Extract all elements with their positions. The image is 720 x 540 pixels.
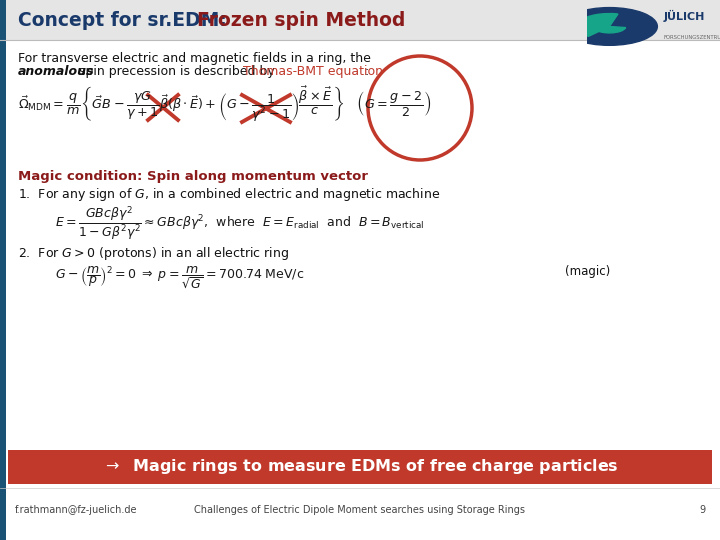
Text: JÜLICH: JÜLICH	[664, 10, 705, 22]
Text: Challenges of Electric Dipole Moment searches using Storage Rings: Challenges of Electric Dipole Moment sea…	[194, 505, 526, 515]
Text: Magic condition: Spin along momentum vector: Magic condition: Spin along momentum vec…	[18, 170, 368, 183]
Circle shape	[562, 8, 657, 45]
Wedge shape	[594, 26, 626, 33]
Text: $E = \dfrac{GBc\beta\gamma^2}{1-G\beta^2\gamma^2} \approx GBc\beta\gamma^2$,  wh: $E = \dfrac{GBc\beta\gamma^2}{1-G\beta^2…	[55, 204, 425, 242]
Text: spin precession is described by: spin precession is described by	[75, 65, 279, 78]
Text: :: :	[365, 65, 369, 78]
Text: Frozen spin Method: Frozen spin Method	[197, 10, 405, 30]
Text: Thomas-BMT equation: Thomas-BMT equation	[243, 65, 383, 78]
Text: 2.  For $G > 0$ (protons) in an all electric ring: 2. For $G > 0$ (protons) in an all elect…	[18, 245, 289, 262]
Text: $\rightarrow$  Magic rings to measure EDMs of $\mathbf{free}$ charge particles: $\rightarrow$ Magic rings to measure EDM…	[102, 457, 618, 476]
Text: f.rathmann@fz-juelich.de: f.rathmann@fz-juelich.de	[15, 505, 138, 515]
Text: (magic): (magic)	[565, 265, 611, 278]
Bar	[0, 0, 720, 40]
Text: FORSCHUNGSZENTRUM: FORSCHUNGSZENTRUM	[664, 35, 720, 40]
Text: 9: 9	[699, 505, 705, 515]
Text: 1.  For any sign of $G$, in a combined electric and magnetic machine: 1. For any sign of $G$, in a combined el…	[18, 186, 440, 203]
Text: $G - \left(\dfrac{m}{p}\right)^2 = 0 \;\Rightarrow\; p = \dfrac{m}{\sqrt{G}} = 7: $G - \left(\dfrac{m}{p}\right)^2 = 0 \;\…	[55, 265, 305, 291]
Bar	[0, 0, 6, 540]
Text: $\vec{\Omega}_{\mathrm{MDM}} = \dfrac{q}{m}\left\{\vec{G}B - \dfrac{\gamma G}{\g: $\vec{\Omega}_{\mathrm{MDM}} = \dfrac{q}…	[18, 85, 431, 125]
Wedge shape	[577, 14, 618, 36]
Bar	[8, 450, 712, 484]
Text: anomalous: anomalous	[18, 65, 94, 78]
Text: For transverse electric and magnetic fields in a ring, the: For transverse electric and magnetic fie…	[18, 52, 371, 65]
Text: Concept for sr.EDM:: Concept for sr.EDM:	[18, 10, 240, 30]
